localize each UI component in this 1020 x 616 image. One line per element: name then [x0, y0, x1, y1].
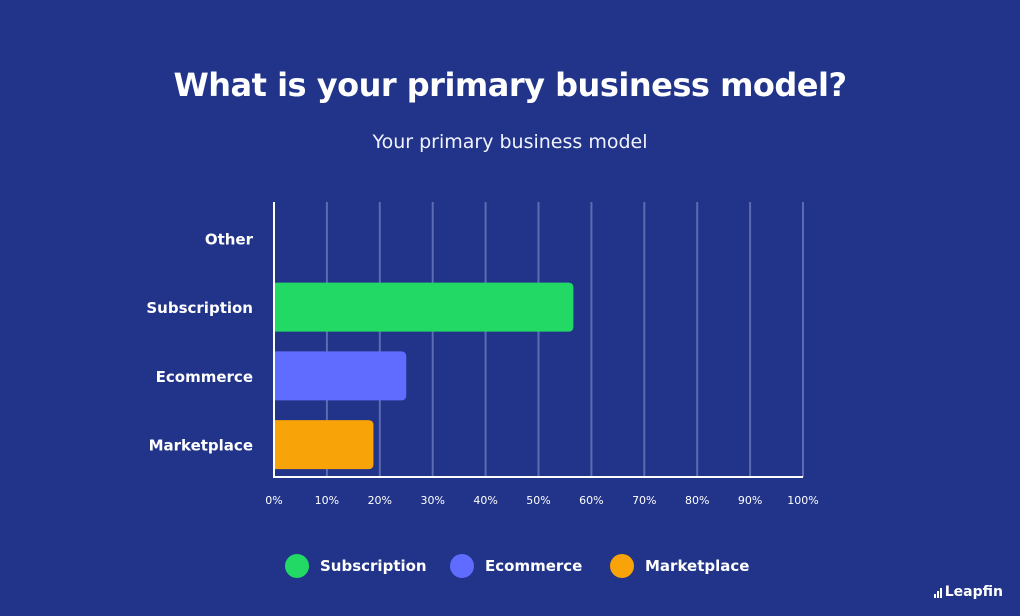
- bar-chart-icon: [933, 588, 943, 598]
- x-tick-label: 90%: [738, 494, 762, 507]
- legend: Subscription Ecommerce Marketplace: [0, 552, 1020, 580]
- x-tick-label: 10%: [315, 494, 339, 507]
- bar-marketplace: [274, 420, 374, 470]
- x-tick-label: 40%: [473, 494, 497, 507]
- category-label-marketplace: Marketplace: [149, 437, 253, 455]
- legend-label-marketplace: Marketplace: [645, 557, 750, 575]
- legend-label-ecommerce: Ecommerce: [485, 557, 583, 575]
- bar-subscription: [274, 282, 574, 332]
- legend-item-marketplace: Marketplace: [610, 552, 749, 580]
- legend-label-subscription: Subscription: [320, 557, 427, 575]
- x-tick-label: 20%: [368, 494, 392, 507]
- x-tick-label: 70%: [632, 494, 656, 507]
- category-label-subscription: Subscription: [146, 299, 253, 317]
- category-label-other: Other: [205, 230, 254, 248]
- x-tick-label: 30%: [420, 494, 444, 507]
- legend-swatch-marketplace: [610, 554, 634, 578]
- category-label-ecommerce: Ecommerce: [156, 368, 253, 386]
- x-tick-label: 100%: [787, 494, 818, 507]
- legend-item-subscription: Subscription: [285, 552, 427, 580]
- brand-logo: Leapfin: [933, 583, 1003, 601]
- legend-swatch-ecommerce: [450, 554, 474, 578]
- x-tick-label: 50%: [526, 494, 550, 507]
- x-tick-label: 60%: [579, 494, 603, 507]
- chart-title: What is your primary business model?: [173, 66, 847, 104]
- bar-ecommerce: [274, 351, 407, 401]
- brand-name: Leapfin: [944, 584, 1003, 600]
- x-tick-label: 0%: [265, 494, 282, 507]
- chart-subtitle: Your primary business model: [372, 131, 648, 153]
- x-tick-label: 80%: [685, 494, 709, 507]
- legend-swatch-subscription: [285, 554, 309, 578]
- legend-item-ecommerce: Ecommerce: [450, 552, 582, 580]
